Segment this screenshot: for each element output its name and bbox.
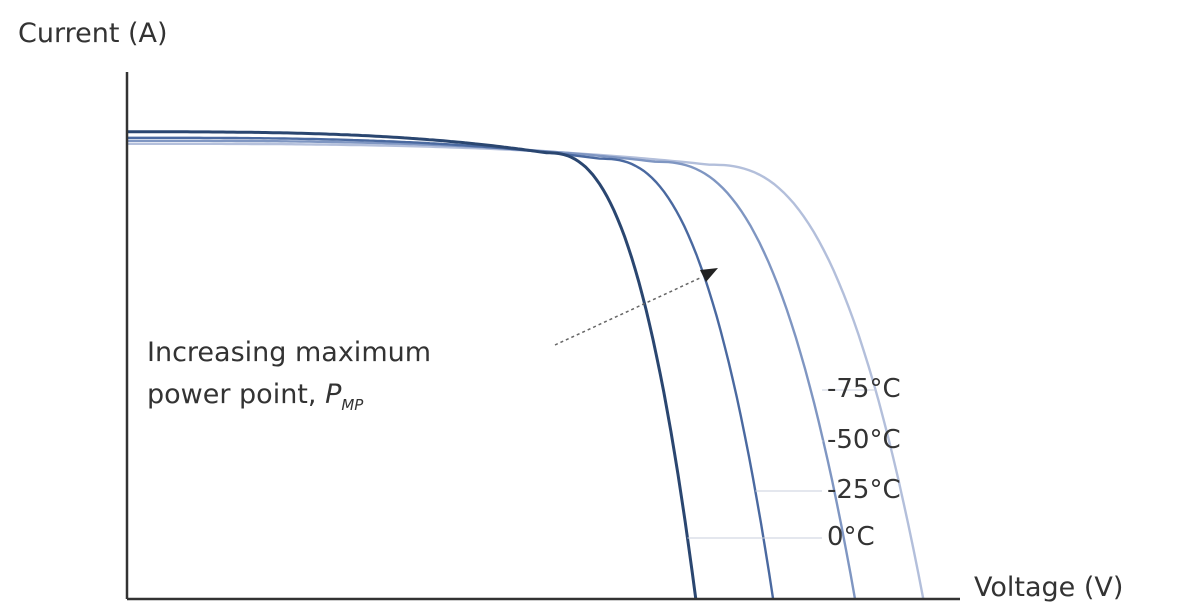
annotation-line-1: Increasing maximum	[147, 337, 432, 368]
series-label-minus-75c: -75°C	[827, 374, 901, 404]
annotation-arrowhead	[700, 268, 718, 282]
label-leader-lines	[687, 389, 876, 539]
annotation-symbol: P	[325, 379, 342, 410]
y-axis-title: Current (A)	[18, 18, 168, 49]
annotation-line-2: power point, PMP	[147, 374, 431, 426]
iv-curve-0c	[127, 130, 698, 600]
series-label-minus-50c: -50°C	[827, 425, 901, 455]
iv-curve-minus-25c	[127, 136, 775, 600]
max-power-point-annotation: Increasing maximum power point, PMP	[147, 332, 431, 426]
series-label-minus-25c: -25°C	[827, 475, 901, 505]
annotation-line-2-text: power point,	[147, 379, 326, 410]
x-axis-title: Voltage (V)	[974, 572, 1124, 603]
series-label-0c: 0°C	[827, 522, 875, 552]
annotation-subscript: MP	[341, 396, 364, 414]
iv-curves	[127, 130, 925, 600]
annotation-dotted-line	[554, 277, 701, 346]
